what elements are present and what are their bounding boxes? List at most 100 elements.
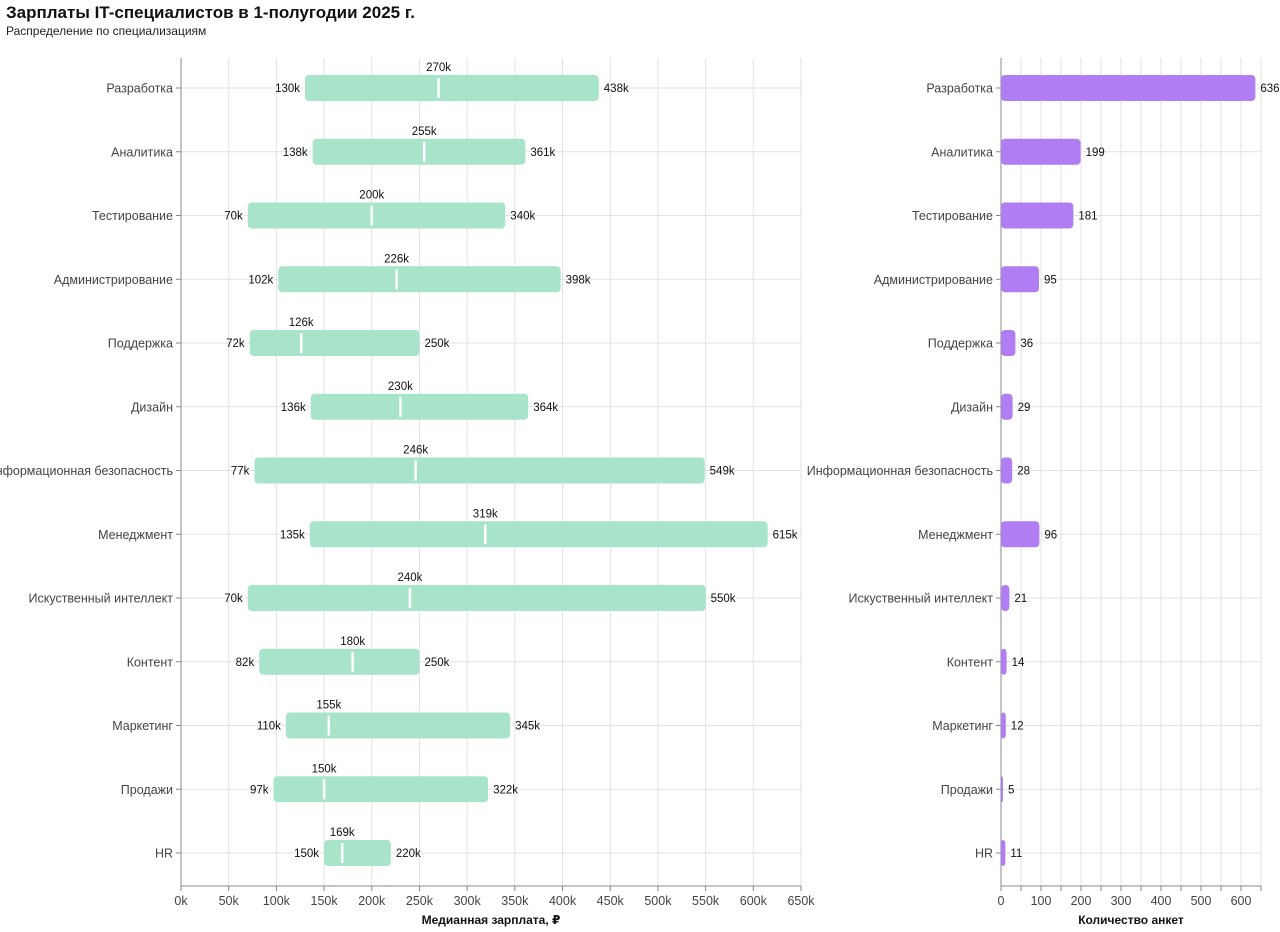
salary-category-label: Менеджмент [98, 528, 173, 542]
count-value-label: 181 [1078, 211, 1097, 223]
count-bar [1001, 266, 1039, 293]
salary-max-label: 250k [424, 338, 449, 350]
salary-range-bar [247, 585, 706, 611]
count-x-tick-label: 500 [1191, 894, 1212, 908]
salary-x-tick-label: 150k [311, 894, 339, 908]
count-value-label: 5 [1008, 784, 1014, 796]
salary-median-label: 126k [289, 317, 314, 329]
salary-max-label: 550k [711, 593, 736, 605]
salary-range-bar [285, 712, 511, 739]
salary-x-tick-label: 300k [454, 894, 482, 908]
count-bar [1001, 648, 1007, 675]
salary-min-label: 72k [226, 338, 245, 350]
salary-range-bar [247, 202, 506, 229]
salary-category-label: Поддержка [108, 337, 173, 351]
salary-median-label: 180k [340, 636, 365, 648]
salary-x-tick-label: 200k [358, 894, 386, 908]
count-bar [1001, 393, 1013, 420]
salary-median-label: 319k [473, 508, 498, 520]
salary-x-tick-label: 450k [597, 894, 625, 908]
count-bar [1001, 521, 1040, 548]
salary-category-label: HR [155, 847, 173, 861]
count-bar [1001, 202, 1074, 229]
salary-min-label: 136k [281, 402, 306, 414]
count-value-label: 96 [1044, 529, 1057, 541]
salary-range-bar [305, 75, 599, 101]
count-x-tick-label: 300 [1111, 894, 1132, 908]
salary-x-tick-label: 400k [549, 894, 577, 908]
count-category-label: Тестирование [912, 209, 993, 223]
salary-x-tick-label: 600k [740, 894, 768, 908]
salary-max-label: 340k [510, 211, 535, 223]
count-bar [1001, 585, 1010, 611]
count-category-label: Искуственный интеллект [848, 592, 993, 606]
count-category-label: Дизайн [951, 400, 993, 414]
salary-x-tick-label: 0k [174, 894, 188, 908]
count-x-tick-label: 200 [1071, 894, 1092, 908]
salary-x-tick-label: 550k [692, 894, 720, 908]
salary-min-label: 110k [257, 721, 281, 733]
salary-range-bar [310, 393, 529, 420]
count-value-label: 36 [1020, 338, 1033, 350]
count-category-label: Аналитика [931, 145, 993, 159]
salary-category-label: Дизайн [131, 400, 173, 414]
salary-max-label: 549k [710, 466, 735, 478]
salary-category-label: Тестирование [92, 209, 173, 223]
count-category-label: Продажи [941, 783, 993, 797]
salary-category-label: Контент [127, 655, 174, 669]
count-category-label: Маркетинг [932, 719, 993, 733]
salary-median-label: 155k [316, 700, 341, 712]
chart-title: Зарплаты IT-специалистов в 1-полугодии 2… [6, 3, 415, 22]
count-category-label: Информационная безопасность [807, 464, 993, 478]
count-bar [1001, 776, 1003, 803]
salary-category-label: Разработка [106, 82, 173, 96]
count-category-label: Менеджмент [918, 528, 993, 542]
salary-median-label: 246k [403, 445, 428, 457]
salary-range-bar [273, 776, 489, 803]
count-bar [1001, 840, 1006, 866]
salary-category-label: Информационная безопасность [0, 464, 173, 478]
salary-category-label: Маркетинг [112, 719, 173, 733]
salary-x-tick-label: 250k [406, 894, 434, 908]
count-value-label: 95 [1044, 274, 1057, 286]
count-value-label: 12 [1011, 721, 1024, 733]
count-value-label: 29 [1018, 402, 1031, 414]
salary-median-label: 200k [359, 190, 384, 202]
salary-max-label: 250k [424, 657, 449, 669]
salary-category-label: Продажи [121, 783, 173, 797]
count-bar [1001, 138, 1081, 165]
count-category-label: HR [975, 847, 993, 861]
salary-median-label: 270k [426, 62, 451, 74]
salary-max-label: 361k [530, 147, 555, 159]
salary-range-bar [278, 266, 561, 293]
salary-range-bar [324, 840, 391, 866]
salary-min-label: 102k [248, 274, 273, 286]
count-bar [1001, 712, 1006, 739]
salary-range-bar [312, 138, 526, 165]
count-x-tick-label: 600 [1231, 894, 1252, 908]
salary-max-label: 345k [515, 721, 540, 733]
salary-max-label: 364k [533, 402, 558, 414]
salary-x-tick-label: 100k [263, 894, 291, 908]
salary-median-label: 255k [412, 126, 437, 138]
salary-median-label: 169k [330, 827, 355, 839]
salary-median-label: 226k [384, 253, 409, 265]
salary-x-tick-label: 350k [501, 894, 529, 908]
count-value-label: 199 [1086, 147, 1105, 159]
count-value-label: 28 [1017, 466, 1030, 478]
count-bar [1001, 330, 1016, 356]
salary-range-bar [309, 521, 768, 548]
salary-category-label: Администрирование [54, 273, 173, 287]
salary-max-label: 322k [493, 784, 518, 796]
salary-range-bar [249, 330, 420, 356]
salary-range-bar [254, 457, 705, 484]
count-bar [1001, 75, 1256, 101]
count-category-label: Поддержка [928, 337, 993, 351]
salary-min-label: 82k [236, 657, 255, 669]
salary-min-label: 70k [224, 211, 243, 223]
count-category-label: Разработка [926, 82, 993, 96]
salary-max-label: 438k [604, 83, 629, 95]
salary-median-label: 150k [312, 763, 337, 775]
salary-min-label: 77k [231, 466, 250, 478]
